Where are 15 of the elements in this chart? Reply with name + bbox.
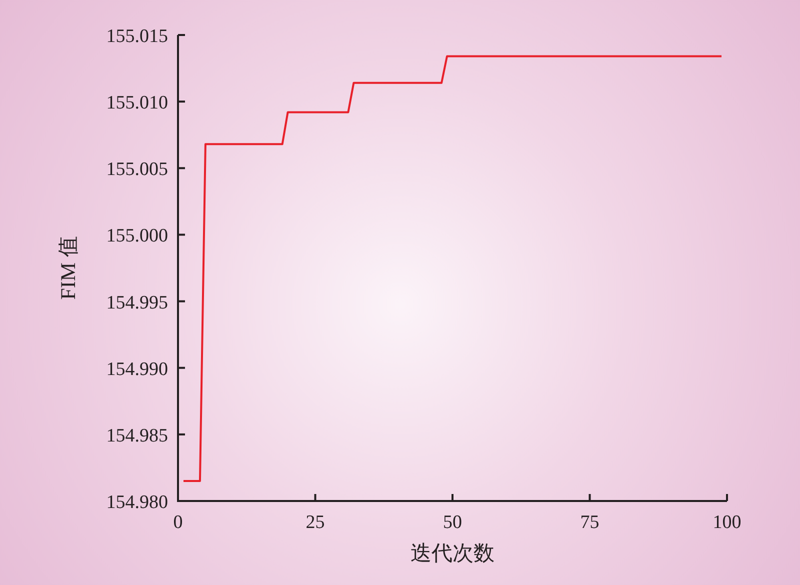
y-axis-title: FIM 值 <box>56 236 80 300</box>
y-tick-label: 155.015 <box>106 26 168 47</box>
x-tick-label: 25 <box>306 512 325 533</box>
y-tick-label: 155.005 <box>106 159 168 180</box>
y-tick-label: 154.990 <box>106 358 168 380</box>
x-tick-label: 100 <box>712 512 742 533</box>
x-axis-title: 迭代次数 <box>410 541 494 565</box>
y-tick-label: 154.980 <box>106 492 168 513</box>
y-tick-label: 155.010 <box>106 92 168 114</box>
x-tick-label: 75 <box>580 512 600 533</box>
x-tick-label: 50 <box>443 512 462 533</box>
x-tick-label: 0 <box>173 512 183 533</box>
y-tick-label: 154.985 <box>106 425 168 446</box>
y-tick-label: 154.995 <box>106 292 168 314</box>
y-tick-label: 155.000 <box>106 226 168 247</box>
